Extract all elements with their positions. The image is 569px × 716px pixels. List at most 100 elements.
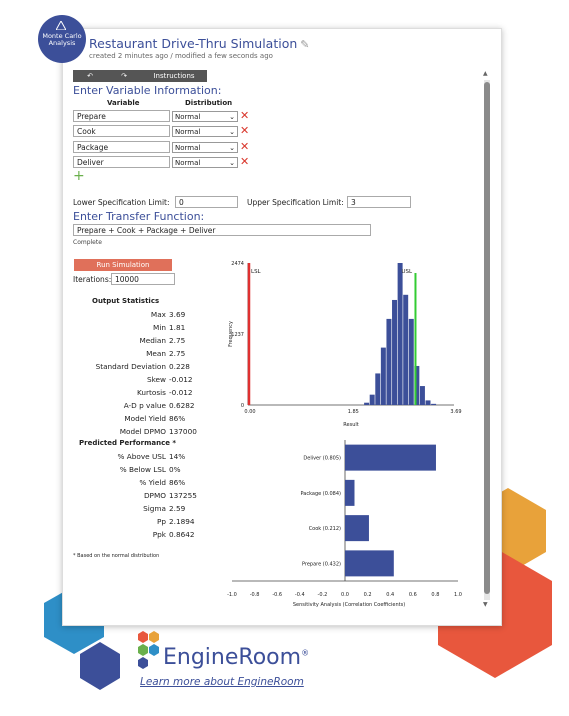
stat-label: A-D p value [123, 401, 166, 410]
scroll-down-icon[interactable]: ▼ [483, 601, 488, 608]
stat-row: Sigma 2.59 [0, 504, 215, 513]
hex-navy [80, 642, 120, 690]
page-subtitle: created 2 minutes ago / modified a few s… [89, 52, 273, 60]
stat-row: Model DPMO 137000 [0, 427, 215, 436]
run-simulation-button[interactable]: Run Simulation [74, 259, 172, 271]
footnote: * Based on the normal distribution [73, 553, 160, 559]
stat-value: 2.59 [169, 504, 186, 513]
category-label: Prepare (0.432) [302, 561, 341, 567]
stat-value: -0.012 [169, 388, 193, 397]
sensitivity-bar [345, 444, 436, 471]
stat-value: 0.228 [169, 362, 190, 371]
transfer-function-input[interactable]: Prepare + Cook + Package + Deliver [73, 224, 371, 236]
instructions-button[interactable]: Instructions [153, 72, 195, 80]
undo-icon[interactable]: ↶ [87, 72, 93, 80]
scroll-up-icon[interactable]: ▲ [483, 70, 488, 77]
redo-icon[interactable]: ↷ [121, 72, 127, 80]
stat-row: % Above USL 14% [0, 452, 215, 461]
stat-row: Max 3.69 [0, 310, 215, 319]
histogram-bar [419, 386, 425, 405]
distribution-select[interactable]: Normal ⌄ [172, 142, 238, 153]
monte-carlo-badge: Monte Carlo Analysis [38, 15, 86, 63]
toolbar: ↶ ↷ Instructions [73, 70, 207, 82]
stat-value: 137255 [169, 491, 197, 500]
sensitivity-chart: Deliver (0.805) Package (0.084) Cook (0.21… [227, 440, 462, 608]
usl-input[interactable]: 3 [347, 196, 411, 208]
iterations-label: Iterations: [73, 275, 112, 284]
stat-label: Sigma [143, 504, 166, 513]
variable-name-input[interactable]: Cook [73, 125, 170, 137]
category-label: Deliver (0.805) [303, 456, 341, 462]
stat-row: Mean 2.75 [0, 349, 215, 358]
brand-name-text: EngineRoom [163, 645, 302, 670]
histogram-bar [392, 299, 398, 405]
learn-more-link[interactable]: Learn more about EngineRoom [140, 676, 304, 688]
y-tick-label: 0 [241, 403, 244, 409]
x-tick-label: 0.0 [341, 592, 349, 598]
x-axis-title: Sensitivity Analysis (Correlation Coeffi… [293, 602, 405, 608]
engineroom-logo-icon [138, 631, 159, 669]
remove-variable-icon[interactable]: ✕ [240, 124, 250, 137]
x-tick-label: 3.69 [450, 409, 461, 415]
stat-row: Model Yield 86% [0, 414, 215, 423]
x-tick-label: -0.8 [250, 592, 260, 598]
x-tick-label: -0.4 [295, 592, 305, 598]
histogram-bar [380, 347, 386, 405]
remove-variable-icon[interactable]: ✕ [240, 109, 250, 122]
pencil-icon[interactable]: ✎ [300, 38, 310, 51]
chevron-down-icon: ⌄ [229, 159, 235, 167]
predicted-heading: Predicted Performance * [79, 439, 177, 447]
y-tick-label: 1237 [231, 332, 244, 338]
chevron-down-icon: ⌄ [229, 144, 235, 152]
sensitivity-bar [345, 515, 369, 542]
stat-value: -0.012 [169, 375, 193, 384]
x-tick-label: 1.0 [454, 592, 462, 598]
remove-variable-icon[interactable]: ✕ [240, 155, 250, 168]
distribution-value: Normal [175, 113, 201, 121]
chevron-down-icon: ⌄ [229, 113, 235, 121]
add-variable-icon[interactable]: + [73, 168, 85, 184]
variable-name-input[interactable]: Package [73, 141, 170, 153]
histogram-bar [414, 365, 420, 405]
stat-value: 86% [169, 478, 186, 487]
stat-label: Standard Deviation [95, 362, 166, 371]
distribution-select[interactable]: Normal ⌄ [172, 157, 238, 168]
sensitivity-bar [345, 479, 355, 506]
variables-heading: Enter Variable Information: [73, 84, 222, 97]
badge-line2: Analysis [48, 39, 76, 47]
x-tick-label: 1.85 [348, 409, 359, 415]
col-variable-header: Variable [107, 99, 140, 107]
distribution-select[interactable]: Normal ⌄ [172, 126, 238, 137]
iterations-input[interactable]: 10000 [111, 273, 175, 285]
lsl-label: LSL [251, 269, 262, 275]
x-tick-label: -0.2 [318, 592, 328, 598]
variable-name-input[interactable]: Deliver [73, 156, 170, 168]
brand-reg: ® [301, 648, 310, 658]
transfer-status: Complete [73, 239, 102, 246]
stat-row: Pp 2.1894 [0, 517, 215, 526]
distribution-value: Normal [175, 128, 201, 136]
stat-label: Median [139, 336, 166, 345]
x-tick-label: 0.6 [409, 592, 417, 598]
distribution-value: Normal [175, 144, 201, 152]
stat-value: 0% [169, 465, 181, 474]
lsl-label: Lower Specification Limit: [73, 198, 170, 207]
usl-label: Upper Specification Limit: [247, 198, 344, 207]
badge-logo-icon [56, 21, 66, 30]
stat-label: Min [153, 323, 166, 332]
x-tick-label: -0.6 [272, 592, 282, 598]
stat-label: % Above USL [117, 452, 166, 461]
distribution-value: Normal [175, 159, 201, 167]
stat-label: Max [150, 310, 166, 319]
distribution-select[interactable]: Normal ⌄ [172, 111, 238, 122]
scrollbar-thumb[interactable] [484, 82, 490, 594]
x-axis-title: Result [343, 422, 358, 428]
remove-variable-icon[interactable]: ✕ [240, 140, 250, 153]
stat-value: 0.6282 [169, 401, 195, 410]
lsl-input[interactable]: 0 [175, 196, 238, 208]
stat-label: Skew [146, 375, 166, 384]
histogram-bar [369, 394, 375, 405]
scrollbar[interactable]: ▲ ▼ [483, 70, 490, 608]
stat-value: 137000 [169, 427, 197, 436]
variable-name-input[interactable]: Prepare [73, 110, 170, 122]
